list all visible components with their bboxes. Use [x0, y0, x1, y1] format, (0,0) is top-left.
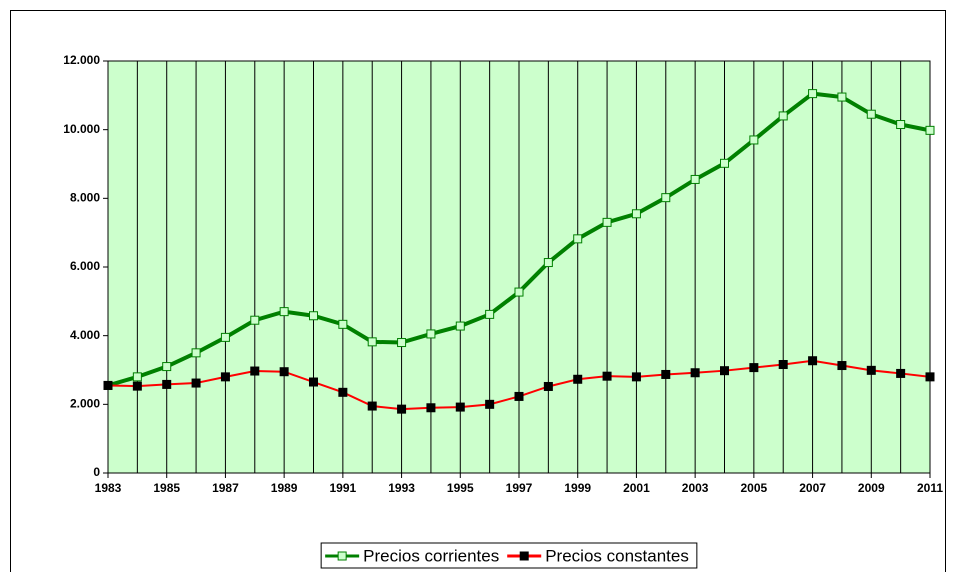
- marker: [720, 366, 729, 376]
- marker: [426, 403, 436, 413]
- x-tick-label: 1985: [153, 481, 180, 495]
- marker: [896, 368, 906, 378]
- legend-label: Precios constantes: [545, 546, 689, 565]
- marker: [573, 374, 583, 384]
- marker: [778, 360, 788, 370]
- marker: [426, 329, 436, 339]
- marker: [338, 387, 348, 397]
- marker: [279, 307, 289, 317]
- marker: [866, 109, 876, 119]
- marker: [749, 135, 759, 145]
- y-tick-label: 2.000: [70, 397, 100, 411]
- marker: [455, 321, 465, 331]
- marker: [309, 311, 318, 321]
- chart-frame: [10, 10, 946, 572]
- marker: [573, 234, 583, 244]
- marker: [690, 368, 700, 378]
- legend-label: Precios corrientes: [363, 546, 499, 565]
- marker: [690, 174, 700, 184]
- marker: [543, 258, 553, 268]
- x-tick-label: 1999: [564, 481, 591, 495]
- x-tick-label: 1991: [330, 481, 357, 495]
- x-tick-label: 2009: [858, 481, 885, 495]
- x-tick-label: 1983: [95, 481, 122, 495]
- x-tick-label: 1995: [447, 481, 474, 495]
- marker: [397, 404, 407, 414]
- legend-item: Precios constantes: [507, 546, 689, 565]
- x-tick-label: 2001: [623, 481, 650, 495]
- marker: [837, 92, 847, 102]
- x-tick-label: 1993: [388, 481, 415, 495]
- x-tick-label: 1997: [506, 481, 533, 495]
- marker: [485, 309, 495, 319]
- legend-marker: [337, 551, 347, 561]
- y-tick-label: 6.000: [70, 259, 100, 273]
- marker: [132, 372, 142, 382]
- legend-item: Precios corrientes: [325, 546, 499, 565]
- marker: [514, 287, 524, 297]
- marker: [367, 401, 377, 411]
- y-tick-label: 8.000: [70, 191, 100, 205]
- x-tick-label: 2011: [917, 481, 943, 495]
- marker: [749, 363, 759, 373]
- marker: [367, 337, 377, 347]
- marker: [309, 377, 318, 387]
- x-tick-label: 1989: [271, 481, 298, 495]
- marker: [808, 356, 818, 366]
- legend-marker: [519, 551, 529, 561]
- marker: [661, 369, 671, 379]
- marker: [543, 381, 553, 391]
- y-tick-label: 12.000: [63, 53, 100, 67]
- marker: [837, 361, 847, 371]
- marker: [397, 338, 407, 348]
- marker: [485, 399, 495, 409]
- marker: [720, 158, 729, 168]
- marker: [455, 402, 465, 412]
- marker: [162, 379, 172, 389]
- y-tick-label: 10.000: [63, 122, 100, 136]
- marker: [191, 378, 201, 388]
- marker: [162, 362, 172, 372]
- marker: [808, 89, 818, 99]
- marker: [220, 372, 230, 382]
- marker: [631, 209, 641, 219]
- marker: [279, 367, 289, 377]
- y-tick-label: 4.000: [70, 328, 100, 342]
- x-tick-label: 1987: [212, 481, 239, 495]
- marker: [250, 366, 260, 376]
- marker: [631, 372, 641, 382]
- legend: Precios corrientes Precios constantes: [320, 542, 698, 569]
- marker: [896, 120, 906, 130]
- x-tick-label: 2007: [799, 481, 826, 495]
- marker: [250, 315, 260, 325]
- marker: [661, 193, 671, 203]
- marker: [925, 372, 935, 382]
- marker: [220, 332, 230, 342]
- y-tick-label: 0: [93, 465, 100, 479]
- marker: [103, 380, 113, 390]
- marker: [514, 391, 524, 401]
- marker: [602, 371, 612, 381]
- x-tick-label: 2003: [682, 481, 709, 495]
- plot-border: [107, 60, 931, 474]
- marker: [602, 217, 612, 227]
- marker: [191, 348, 201, 358]
- x-tick-label: 2005: [741, 481, 768, 495]
- marker: [925, 125, 935, 135]
- marker: [132, 381, 142, 391]
- marker: [338, 319, 348, 329]
- marker: [866, 365, 876, 375]
- marker: [778, 111, 788, 121]
